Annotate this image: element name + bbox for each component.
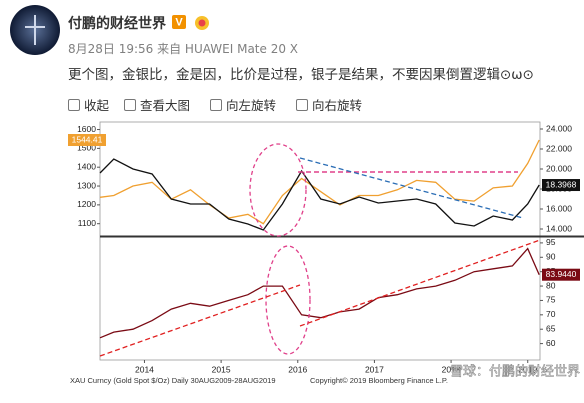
y-tick-label: 1400 [77,161,96,171]
annotation-ellipse [249,143,307,237]
x-tick-label: 2016 [288,364,307,374]
y-tick-label: 65 [546,323,556,333]
post-meta: 8月28日 19:56 来自 HUAWEI Mate 20 X [68,42,299,56]
toolbar-label: 向左旋转 [226,98,277,113]
x-tick-label: 2019 [518,364,537,374]
last-value-tag [542,179,580,192]
toolbar-button[interactable]: 收起 [68,95,109,114]
y-tick-label: 1200 [77,199,96,209]
chart-image[interactable]: 11001200130014001500160014.00016.00018.0… [68,118,584,403]
image-source: XAU Curncy (Gold Spot $/Oz) Daily 30AUG2… [70,376,276,385]
y-tick-label: 90 [546,252,556,262]
y2-tick-label: 20.000 [546,163,572,173]
y-tick-label: 1600 [77,124,96,134]
y2-tick-label: 14.000 [546,223,572,233]
last-value-label: 83.9440 [546,269,577,279]
y-tick-label: 95 [546,237,556,247]
toolbar-label: 向右旋转 [312,98,363,113]
y-tick-label: 70 [546,309,556,319]
last-value-tag [542,268,580,281]
image-copyright: Copyright© 2019 Bloomberg Finance L.P. [310,376,448,385]
plot-frame [99,121,541,361]
y-tick-label: 1300 [77,180,96,190]
annotation-ellipse [265,245,311,355]
image-watermark: 雪球：付鹏的财经世界 [450,363,580,378]
x-tick-label: 2017 [365,364,384,374]
toolbar-label: 查看大图 [140,98,191,113]
y2-tick-label: 24.000 [546,123,572,133]
y2-tick-label: 22.000 [546,143,572,153]
x-tick-label: 2014 [135,364,154,374]
y2-tick-label: 16.000 [546,203,572,213]
series-line [99,158,540,231]
x-tick-label: 2018 [442,364,461,374]
badges: V [172,15,209,30]
y-tick-label: 1500 [77,143,96,153]
toolbar-button[interactable]: 向右旋转 [296,95,362,114]
toolbar-button[interactable]: 向左旋转 [210,95,276,114]
toolbar-label: 收起 [84,98,110,113]
avatar[interactable] [10,5,60,55]
toolbar: 收起 查看大图 向左旋转 向右旋转 [68,95,568,113]
x-tick-label: 2015 [212,364,231,374]
svg-text:V: V [175,16,183,28]
annotation-trend [99,284,301,357]
series-line [99,247,540,339]
y-tick-label: 1100 [78,218,97,228]
annotation-trend [299,157,524,219]
toolbar-button[interactable]: 查看大图 [124,95,190,114]
post-text: 更个图，金银比，金是因，比价是过程，银子是结果，不要因果倒置逻辑⊙ω⊙ [68,67,534,83]
author[interactable]: 付鹏的财经世界 [68,16,166,32]
last-value-tag [68,134,106,147]
y-tick-label: 80 [546,280,556,290]
last-value-label: 18.3968 [546,179,577,189]
y-tick-label: 60 [546,338,556,348]
last-value-label: 1544.41 [72,134,103,144]
y-tick-label: 75 [546,295,556,305]
annotation-trend [299,239,541,327]
